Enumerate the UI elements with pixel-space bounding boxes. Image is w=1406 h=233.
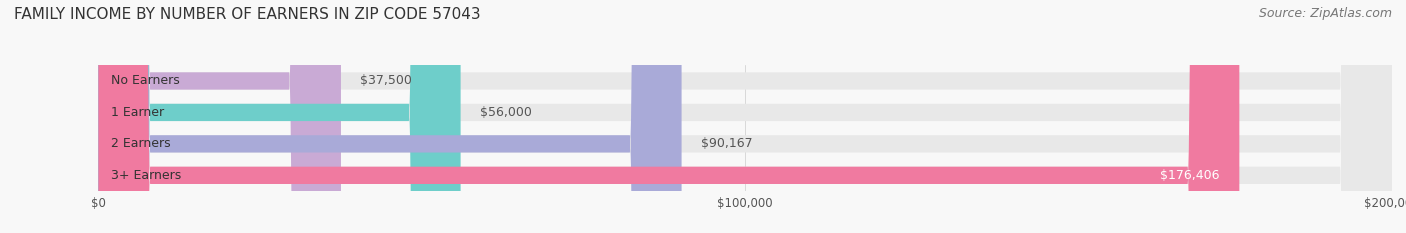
FancyBboxPatch shape [98, 0, 461, 233]
Text: $56,000: $56,000 [479, 106, 531, 119]
Text: No Earners: No Earners [111, 75, 180, 87]
FancyBboxPatch shape [98, 0, 682, 233]
Text: 2 Earners: 2 Earners [111, 137, 172, 150]
FancyBboxPatch shape [98, 0, 1392, 233]
FancyBboxPatch shape [98, 0, 342, 233]
FancyBboxPatch shape [98, 0, 1392, 233]
FancyBboxPatch shape [98, 0, 1239, 233]
FancyBboxPatch shape [98, 0, 1392, 233]
Text: 3+ Earners: 3+ Earners [111, 169, 181, 182]
Text: $90,167: $90,167 [702, 137, 752, 150]
Text: Source: ZipAtlas.com: Source: ZipAtlas.com [1258, 7, 1392, 20]
Text: $37,500: $37,500 [360, 75, 412, 87]
Text: $176,406: $176,406 [1160, 169, 1220, 182]
FancyBboxPatch shape [98, 0, 1392, 233]
Text: FAMILY INCOME BY NUMBER OF EARNERS IN ZIP CODE 57043: FAMILY INCOME BY NUMBER OF EARNERS IN ZI… [14, 7, 481, 22]
Text: 1 Earner: 1 Earner [111, 106, 165, 119]
